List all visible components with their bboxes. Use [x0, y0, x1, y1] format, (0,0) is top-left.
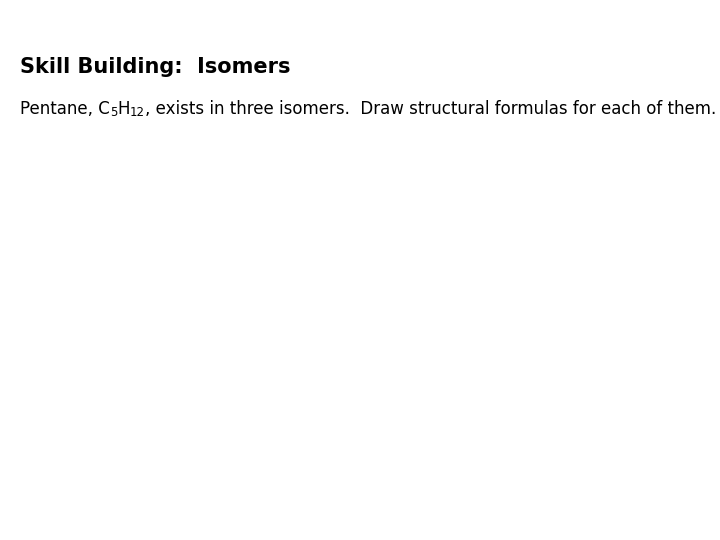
- Text: , exists in three isomers.  Draw structural formulas for each of them.: , exists in three isomers. Draw structur…: [145, 100, 716, 118]
- Text: 5: 5: [110, 106, 117, 119]
- Text: Skill Building:  Isomers: Skill Building: Isomers: [20, 57, 291, 77]
- Text: 12: 12: [130, 106, 145, 119]
- Text: Pentane, C: Pentane, C: [20, 100, 110, 118]
- Text: H: H: [117, 100, 130, 118]
